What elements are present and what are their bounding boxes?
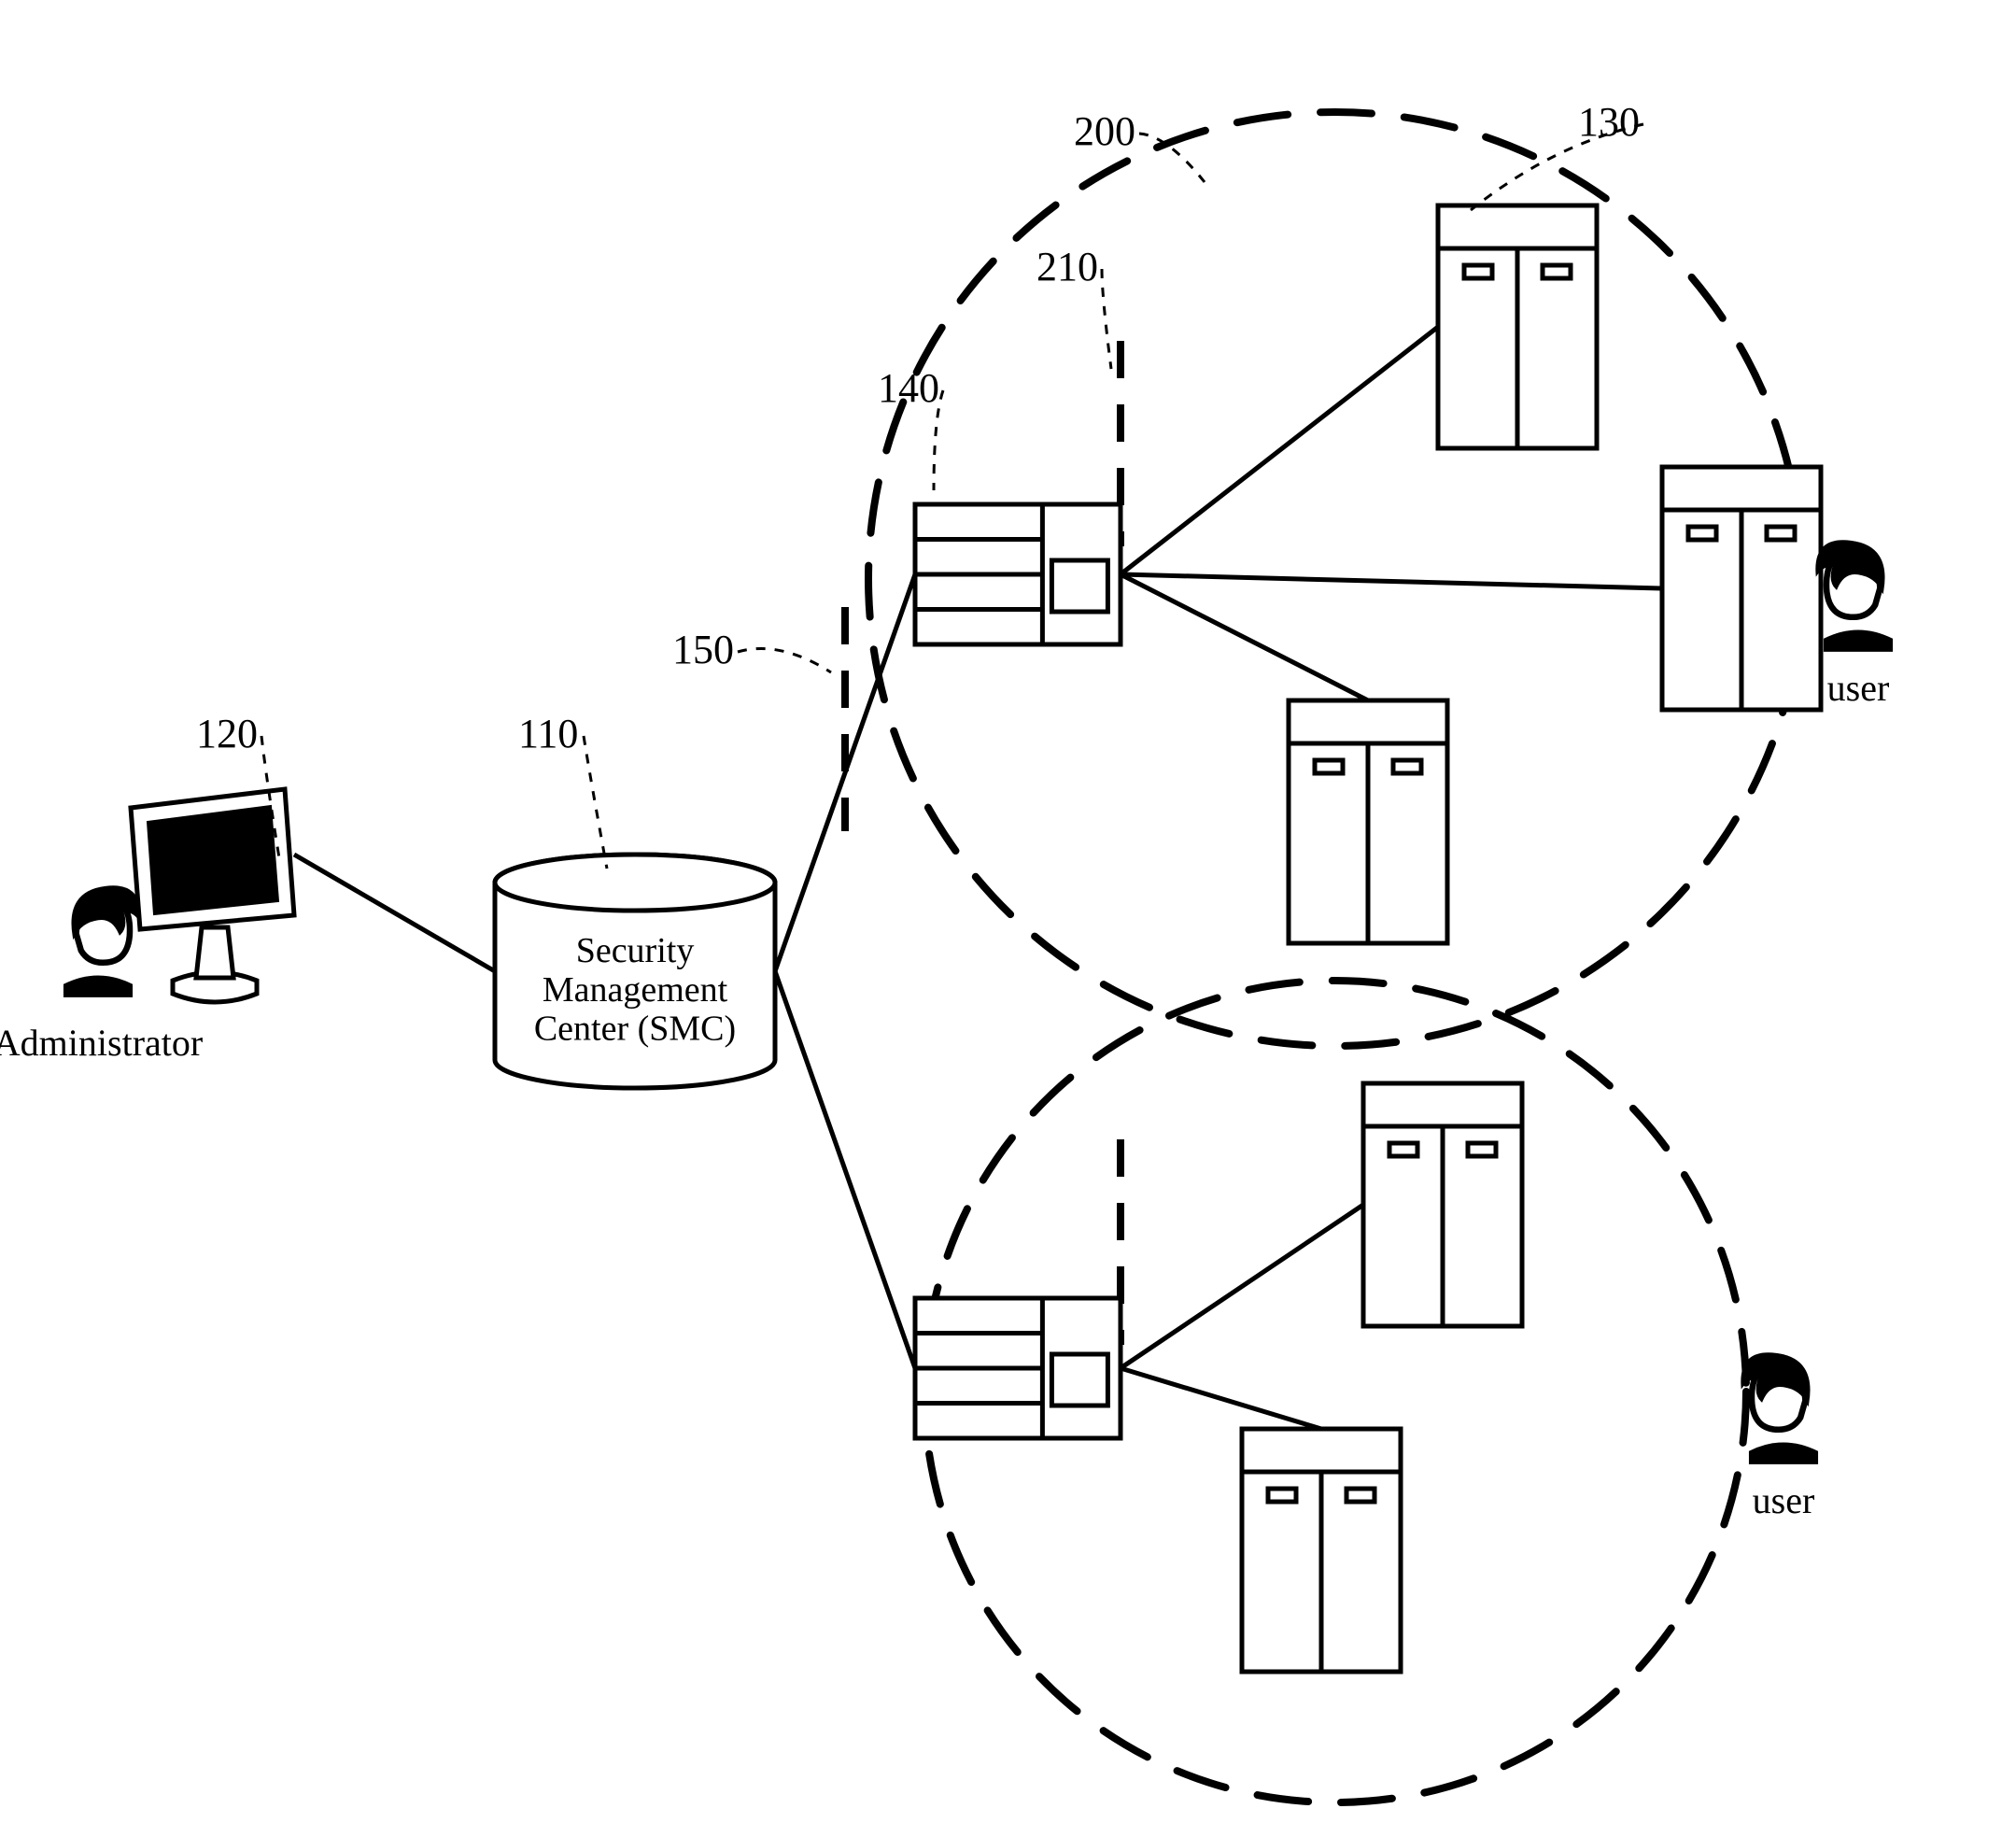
firewalls-layer bbox=[845, 341, 1121, 1345]
edge bbox=[1121, 327, 1438, 574]
ref-number-140: 140 bbox=[878, 365, 939, 411]
administrator-label: Administrator bbox=[0, 1022, 203, 1064]
user-label: user bbox=[1827, 667, 1890, 709]
ref-leader bbox=[738, 648, 831, 672]
server-icon bbox=[1438, 205, 1597, 448]
edge bbox=[1121, 1205, 1363, 1368]
smc-icon: SecurityManagementCenter (SMC) bbox=[495, 855, 775, 1088]
nodes-layer: SecurityManagementCenter (SMC) bbox=[64, 205, 1893, 1672]
administrator-icon bbox=[64, 887, 140, 997]
edge bbox=[294, 855, 495, 971]
user-icon bbox=[1742, 1354, 1818, 1464]
user-icon bbox=[1817, 542, 1893, 652]
ref-number-130: 130 bbox=[1578, 99, 1640, 145]
ref-number-120: 120 bbox=[196, 711, 258, 756]
diagram-canvas: SecurityManagementCenter (SMC) 110 120 130… bbox=[0, 0, 2016, 1837]
ref-number-110: 110 bbox=[518, 711, 578, 756]
server-icon bbox=[1662, 467, 1821, 710]
edge bbox=[1121, 574, 1662, 588]
edge bbox=[1121, 574, 1368, 700]
ref-leader bbox=[1102, 269, 1111, 369]
gateway-icon bbox=[915, 504, 1121, 644]
server-icon bbox=[1289, 700, 1447, 943]
admin-terminal-icon bbox=[131, 789, 294, 1002]
gateway-icon bbox=[915, 1298, 1121, 1438]
ref-number-210: 210 bbox=[1036, 244, 1098, 290]
ref-number-150: 150 bbox=[672, 627, 734, 672]
server-icon bbox=[1242, 1429, 1401, 1672]
server-icon bbox=[1363, 1083, 1522, 1326]
ref-leader bbox=[584, 736, 607, 869]
ref-number-200: 200 bbox=[1074, 108, 1135, 154]
edge bbox=[1121, 1368, 1321, 1429]
edge bbox=[775, 971, 915, 1368]
user-label: user bbox=[1753, 1479, 1815, 1521]
